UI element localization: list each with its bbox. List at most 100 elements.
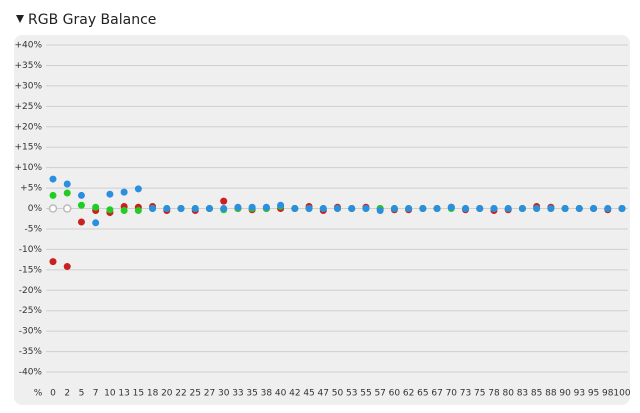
x-tick-label: 78 xyxy=(488,389,500,399)
x-tick-label: 80 xyxy=(502,389,514,399)
data-point xyxy=(134,185,142,193)
x-tick-label: 73 xyxy=(460,389,471,399)
data-point xyxy=(220,205,228,212)
x-tick-label: 38 xyxy=(261,389,273,399)
data-point xyxy=(277,201,285,209)
data-point xyxy=(106,190,114,198)
y-tick-label: -35% xyxy=(19,347,43,357)
data-point xyxy=(590,205,598,212)
data-point xyxy=(305,205,313,212)
x-tick-label: 65 xyxy=(417,389,428,399)
y-tick-label: -10% xyxy=(19,245,43,255)
x-tick-label: 60 xyxy=(389,389,401,399)
x-tick-label: 42 xyxy=(289,389,300,399)
data-point xyxy=(49,191,57,199)
data-point xyxy=(376,207,384,215)
data-point xyxy=(390,205,398,212)
y-tick-label: +40% xyxy=(14,41,42,51)
data-point xyxy=(77,218,85,226)
x-tick-label: 20 xyxy=(161,389,173,399)
x-tick-label: 62 xyxy=(403,389,414,399)
collapse-icon[interactable] xyxy=(16,15,24,23)
data-point xyxy=(319,205,327,212)
data-point xyxy=(447,203,455,211)
x-tick-label: 88 xyxy=(545,389,557,399)
x-tick-label: 95 xyxy=(588,389,599,399)
x-tick-label: 7 xyxy=(93,389,99,399)
chart-title: RGB Gray Balance xyxy=(28,12,156,28)
data-point xyxy=(490,205,498,212)
data-point xyxy=(120,207,128,215)
x-tick-label: 10 xyxy=(104,389,116,399)
plot-background xyxy=(14,35,630,405)
y-tick-label: +5% xyxy=(20,184,42,194)
data-point xyxy=(504,205,512,212)
x-tick-label: 75 xyxy=(474,389,485,399)
data-point xyxy=(462,205,470,212)
data-point xyxy=(362,205,370,212)
data-point xyxy=(348,205,356,212)
data-point xyxy=(134,207,142,215)
data-point xyxy=(149,205,157,212)
x-tick-label: 13 xyxy=(118,389,129,399)
y-tick-label: -30% xyxy=(19,327,43,337)
data-point xyxy=(405,205,413,212)
x-tick-label: 47 xyxy=(318,389,329,399)
data-point xyxy=(191,205,199,212)
x-tick-label: 45 xyxy=(303,389,314,399)
data-point xyxy=(49,175,57,183)
data-point xyxy=(48,204,58,213)
data-point xyxy=(62,204,72,213)
data-point xyxy=(518,205,526,212)
data-point xyxy=(262,203,270,211)
y-tick-label: +35% xyxy=(14,61,42,71)
x-tick-label: 55 xyxy=(360,389,371,399)
x-tick-label: 70 xyxy=(446,389,458,399)
x-tick-label: 15 xyxy=(133,389,144,399)
y-tick-label: -25% xyxy=(19,306,43,316)
x-tick-label: 53 xyxy=(346,389,357,399)
data-point xyxy=(476,205,484,212)
x-tick-label: 85 xyxy=(531,389,542,399)
y-tick-label: +10% xyxy=(14,163,42,173)
data-point xyxy=(618,205,626,212)
data-point xyxy=(248,203,256,211)
data-point xyxy=(604,205,612,212)
y-tick-label: +30% xyxy=(14,81,42,91)
data-point xyxy=(419,205,427,212)
x-tick-label: 93 xyxy=(574,389,585,399)
data-point xyxy=(205,205,213,212)
x-tick-label: 25 xyxy=(190,389,201,399)
x-tick-label: 40 xyxy=(275,389,287,399)
x-tick-label: 67 xyxy=(431,389,442,399)
data-point xyxy=(63,189,71,197)
x-tick-label: 18 xyxy=(147,389,159,399)
data-point xyxy=(77,191,85,199)
y-tick-label: +20% xyxy=(14,122,42,132)
data-point xyxy=(433,205,441,212)
data-point xyxy=(92,203,100,211)
data-point xyxy=(575,205,583,212)
data-point xyxy=(63,263,71,271)
data-point xyxy=(334,205,341,212)
data-point xyxy=(561,205,569,212)
x-tick-label: 98 xyxy=(602,389,614,399)
data-point xyxy=(533,205,541,212)
data-point xyxy=(220,197,228,205)
data-point xyxy=(547,205,555,212)
y-tick-label: -15% xyxy=(19,265,43,275)
x-tick-label: 57 xyxy=(374,389,385,399)
y-tick-label: +25% xyxy=(14,102,42,112)
y-tick-label: +15% xyxy=(14,143,42,153)
x-tick-label: 83 xyxy=(517,389,528,399)
data-point xyxy=(163,205,171,212)
data-point xyxy=(291,205,299,212)
data-point xyxy=(106,206,114,214)
data-point xyxy=(49,258,57,266)
x-tick-label: 30 xyxy=(218,389,230,399)
x-tick-label: 22 xyxy=(175,389,186,399)
data-point xyxy=(120,188,128,196)
x-tick-label: 100 xyxy=(613,389,630,399)
y-tick-label: -20% xyxy=(19,286,43,296)
